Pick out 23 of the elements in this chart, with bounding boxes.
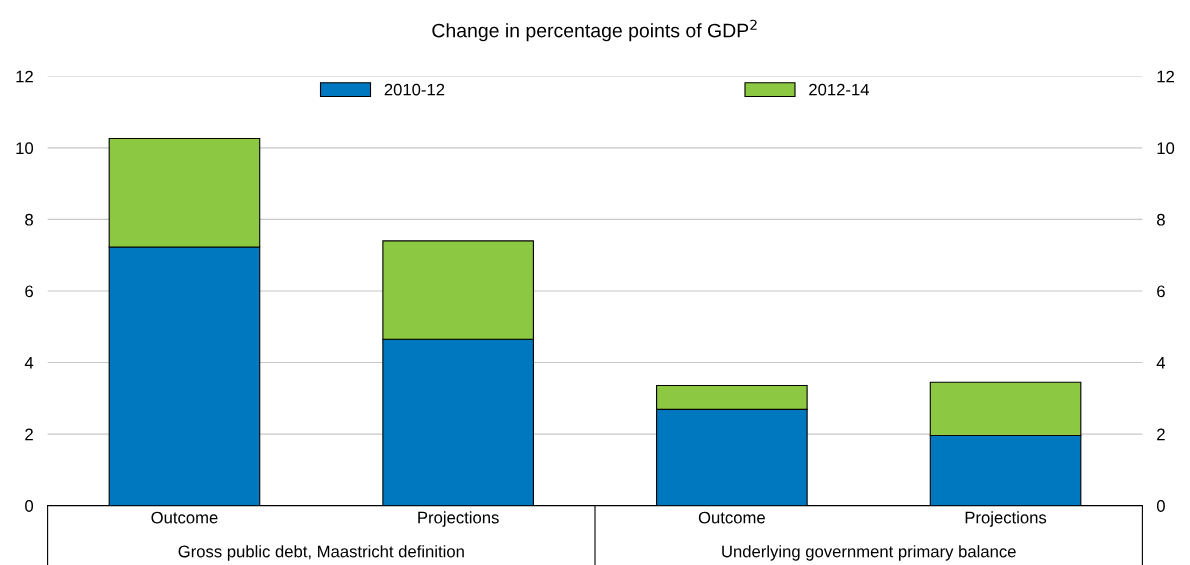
y-tick-label: 8	[25, 213, 33, 226]
y-tick-label: 10	[16, 142, 34, 155]
y-tick-label: 4	[24, 357, 34, 369]
text: Underlying government primary balance	[722, 545, 1016, 561]
y-tick-label: 2	[25, 428, 33, 441]
x-tick-label: Outcome	[698, 511, 765, 524]
y-tick-label: 12	[16, 70, 33, 83]
y-tick-label: 6	[25, 285, 33, 298]
y2-tick-label: 6	[1157, 285, 1165, 298]
y2-tick-label: 0	[1156, 500, 1165, 512]
text: Gross public debt, Maastricht definition	[178, 545, 464, 561]
y2-tick-label: 4	[1156, 357, 1166, 369]
x-tick-label: Projections	[965, 511, 1047, 527]
x-tick-label: Projections	[418, 511, 499, 527]
x-tick-label: Outcome	[151, 511, 218, 524]
y2-tick-label: 2	[1157, 428, 1165, 441]
chart-title: Change in percentage points of GDP$^{2}$	[432, 19, 757, 42]
y2-tick-label: 10	[1157, 142, 1175, 155]
y2-tick-label: 8	[1157, 213, 1165, 226]
legend-label: 2010-12	[384, 83, 445, 96]
legend-label: 2012-14	[809, 83, 870, 96]
y2-tick-label: 12	[1157, 70, 1174, 83]
y-tick-label: 0	[25, 500, 34, 512]
